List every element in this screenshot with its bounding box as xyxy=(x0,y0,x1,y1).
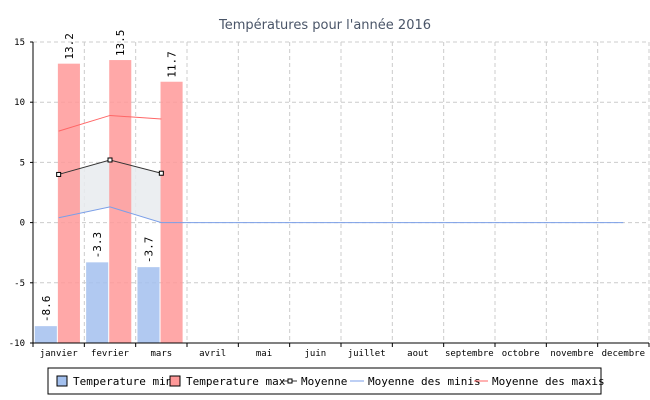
legend-label: Temperature max xyxy=(186,375,286,388)
x-tick-label: avril xyxy=(199,349,226,359)
x-tick-label: juillet xyxy=(348,349,386,359)
legend-box xyxy=(47,367,602,395)
data-label-min: -3.7 xyxy=(143,237,156,264)
legend-label: Moyenne des maxis xyxy=(492,375,605,388)
y-tick-label: 5 xyxy=(20,158,25,168)
bar-max xyxy=(160,81,183,344)
legend-label: Moyenne xyxy=(301,375,347,388)
y-tick-label: 0 xyxy=(20,219,25,229)
x-tick-label: juin xyxy=(304,349,326,359)
marker-moyenne xyxy=(107,157,113,163)
legend: Temperature min Temperature max Moyenne Moy… xyxy=(47,367,605,395)
data-label-min: -3.3 xyxy=(91,232,104,259)
x-tick-label: mars xyxy=(150,349,172,359)
marker-moyenne xyxy=(158,170,164,176)
legend-label: Moyenne des minis xyxy=(368,375,481,388)
line-moyenne-minis xyxy=(58,206,624,224)
legend-swatch xyxy=(56,375,68,387)
bar-min xyxy=(34,326,57,343)
data-label-max: 11.7 xyxy=(166,51,179,78)
x-tick-label: fevrier xyxy=(91,349,130,359)
y-tick-label: 10 xyxy=(14,98,25,108)
series-lines xyxy=(56,114,624,224)
y-tick-label: -10 xyxy=(9,339,25,349)
x-tick-label: octobre xyxy=(502,349,540,359)
axes: -10 -5 0 5 10 15 janvier fevrier mars avril mai jui… xyxy=(9,38,650,359)
x-tick-label: aout xyxy=(407,349,429,359)
data-labels: -8.6 -3.3 -3.7 13.2 13.5 11.7 xyxy=(40,30,179,323)
legend-label: Temperature min xyxy=(73,375,172,388)
x-tick-label: mai xyxy=(256,349,272,359)
x-tick-label: decembre xyxy=(602,349,645,359)
data-label-min: -8.6 xyxy=(40,296,53,323)
marker-moyenne xyxy=(56,171,62,177)
line-moyenne-maxis xyxy=(58,114,162,132)
x-tick-label: janvier xyxy=(40,349,79,359)
y-tick-label: 15 xyxy=(14,38,25,48)
legend-marker xyxy=(287,378,293,384)
x-tick-label: novembre xyxy=(550,349,593,359)
y-tick-label: -5 xyxy=(14,279,25,289)
bar-min xyxy=(137,267,160,343)
x-tick-label: septembre xyxy=(445,349,494,359)
bar-max xyxy=(57,63,80,344)
bars xyxy=(34,60,183,344)
bar-min xyxy=(86,262,109,343)
data-label-max: 13.2 xyxy=(63,33,76,60)
chart-title: Températures pour l'année 2016 xyxy=(218,18,431,33)
legend-swatch xyxy=(169,375,181,387)
bar-max xyxy=(109,60,132,344)
data-label-max: 13.5 xyxy=(114,30,127,56)
